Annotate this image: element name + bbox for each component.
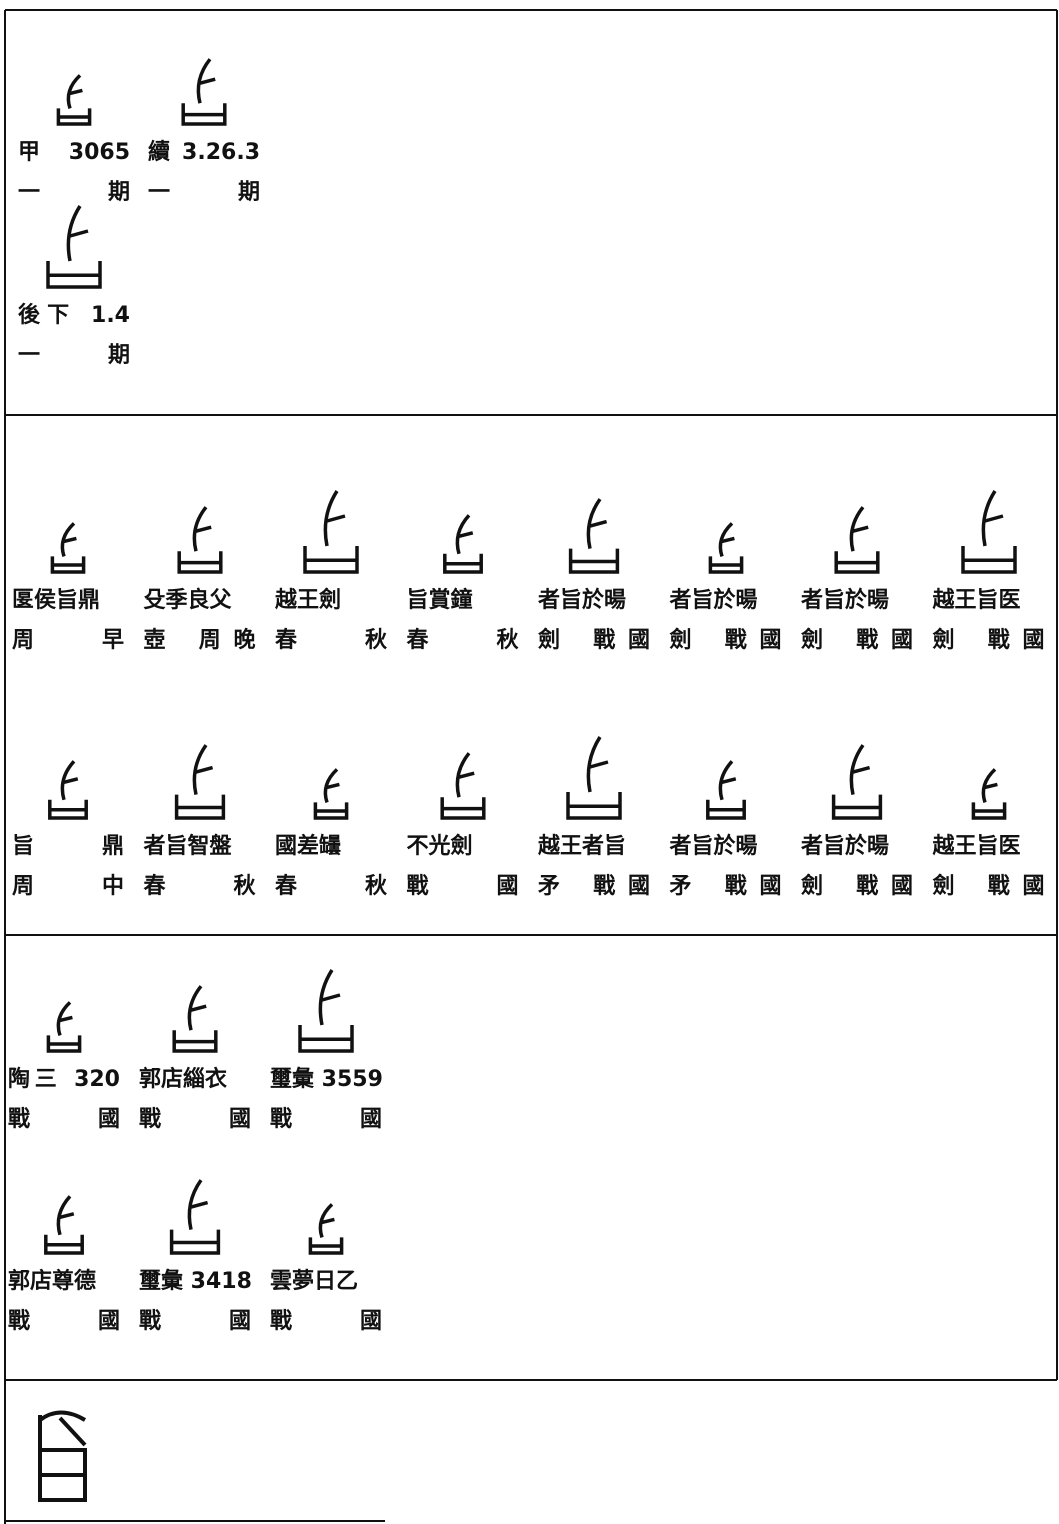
glyph xyxy=(48,760,88,820)
period-label: 劍 戰國 xyxy=(669,628,782,653)
period-label: 矛 戰國 xyxy=(538,874,650,899)
period-label: 戰 國 xyxy=(406,874,519,899)
glyph xyxy=(568,498,620,574)
period-label: 一 期 xyxy=(148,180,260,205)
source-label: 續 3.26.3 xyxy=(148,140,260,165)
source-label: 越王旨医 xyxy=(932,834,1021,859)
glyph xyxy=(831,744,883,820)
glyph xyxy=(169,1179,221,1255)
glyph xyxy=(566,736,622,820)
glyph xyxy=(56,74,92,126)
period-label: 劍 戰國 xyxy=(801,628,913,653)
source-label: 者旨智盤 xyxy=(143,834,232,859)
source-label: 甲 3065 xyxy=(18,140,130,165)
glyph xyxy=(303,490,359,574)
source-label: 越王者旨 xyxy=(538,834,627,859)
source-label: 者旨於暘 xyxy=(801,588,890,613)
source-label: 陶三 320 xyxy=(8,1067,120,1092)
source-label: 郭店尊德 xyxy=(8,1269,97,1294)
glyph xyxy=(44,1195,84,1255)
glyph xyxy=(442,514,483,574)
glyph xyxy=(439,752,486,820)
period-label: 矛 戰國 xyxy=(669,874,782,899)
glyph xyxy=(46,1001,82,1053)
glyph xyxy=(971,768,1006,820)
period-label: 周 早 xyxy=(12,628,124,653)
source-label: 匽侯旨鼎 xyxy=(12,588,101,613)
period-label: 春 秋 xyxy=(275,874,387,899)
glyph xyxy=(834,506,880,574)
glyph xyxy=(708,522,743,574)
glyph xyxy=(172,985,218,1053)
source-label: 越王劍 xyxy=(275,588,342,613)
glyph xyxy=(181,58,227,126)
glyph xyxy=(705,760,746,820)
period-label: 戰 國 xyxy=(8,1309,120,1334)
glyph xyxy=(46,205,102,289)
period-label: 一 期 xyxy=(18,343,130,368)
source-label: 不光劍 xyxy=(406,834,473,859)
period-label: 劍 戰國 xyxy=(932,628,1045,653)
source-label: 越王旨医 xyxy=(932,588,1021,613)
glyph xyxy=(298,969,354,1053)
source-label: 旨賞鐘 xyxy=(406,588,473,613)
period-label: 春 秋 xyxy=(275,628,387,653)
period-label: 戰 國 xyxy=(270,1309,382,1334)
glyph xyxy=(313,768,349,820)
period-label: 春 秋 xyxy=(143,874,256,899)
source-label: 者旨於暘 xyxy=(801,834,890,859)
period-label: 戰 國 xyxy=(8,1107,120,1132)
period-label: 周 中 xyxy=(12,874,124,899)
period-label: 戰 國 xyxy=(270,1107,382,1132)
period-label: 劍 戰國 xyxy=(538,628,650,653)
glyph xyxy=(174,744,225,820)
glyph xyxy=(38,1410,87,1502)
source-label: 國差罎 xyxy=(275,834,342,859)
period-label: 壺 周晚 xyxy=(143,628,256,653)
glyph xyxy=(960,490,1017,574)
source-label: 璽彙 3559 xyxy=(270,1067,383,1092)
source-label: 者旨於暘 xyxy=(669,588,758,613)
source-label: 殳季良父 xyxy=(143,588,232,613)
period-label: 戰 國 xyxy=(139,1309,251,1334)
glyph xyxy=(308,1203,344,1255)
glyph xyxy=(50,522,86,574)
period-label: 一 期 xyxy=(18,180,130,205)
period-label: 戰 國 xyxy=(139,1107,251,1132)
source-label: 雲夢日乙 xyxy=(270,1269,359,1294)
source-label: 後下 1.4 xyxy=(18,303,130,328)
period-label: 劍 戰國 xyxy=(801,874,913,899)
period-label: 春 秋 xyxy=(406,628,519,653)
source-label: 璽彙 3418 xyxy=(139,1269,252,1294)
source-label: 者旨於暘 xyxy=(538,588,627,613)
period-label: 劍 戰國 xyxy=(932,874,1045,899)
source-label: 旨 鼎 xyxy=(12,834,124,859)
source-label: 者旨於暘 xyxy=(669,834,758,859)
glyph xyxy=(176,506,223,574)
source-label: 郭店緇衣 xyxy=(139,1067,228,1092)
